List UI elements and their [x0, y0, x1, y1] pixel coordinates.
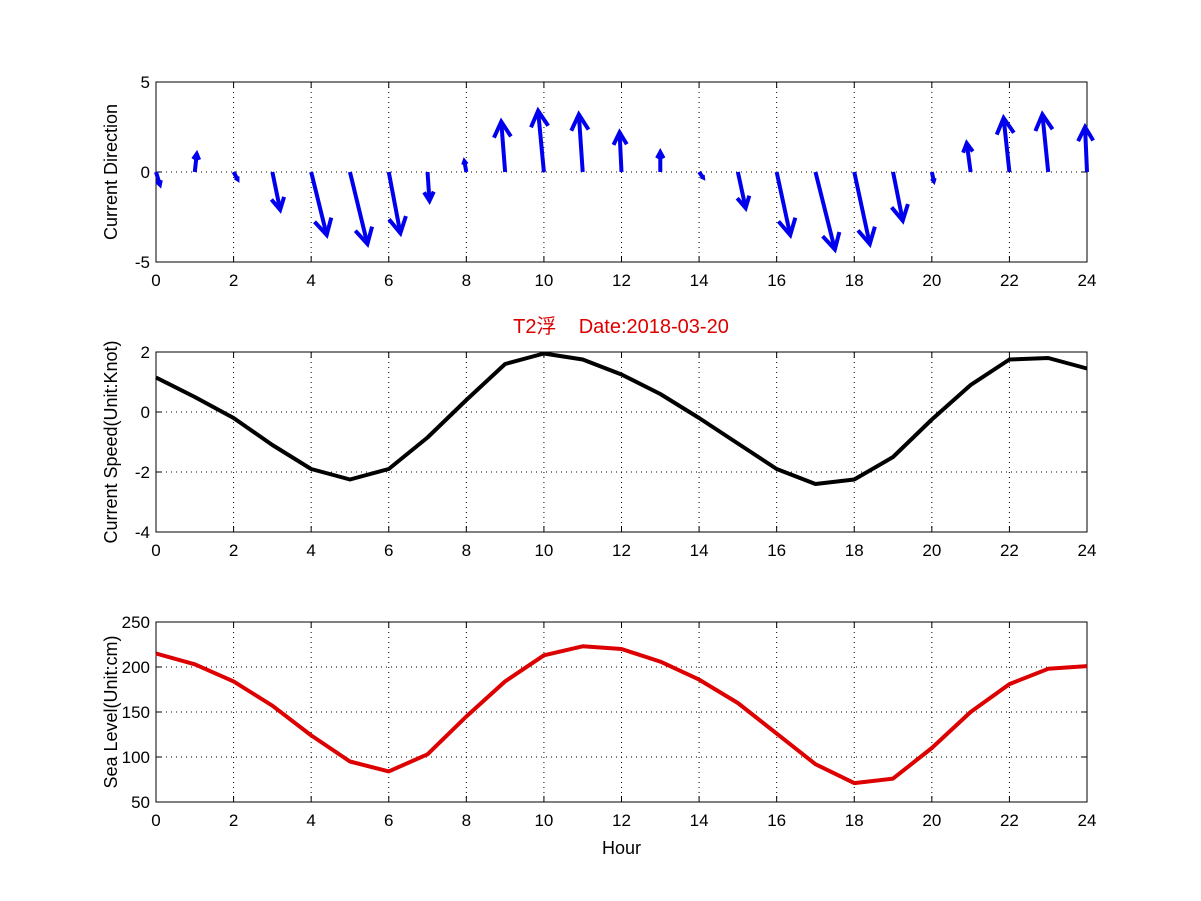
- sea-level-xtick-label: 2: [229, 811, 238, 830]
- sea-level-xtick-label: 22: [1000, 811, 1019, 830]
- direction-xtick-label: 6: [384, 271, 393, 290]
- direction-arrow: [655, 148, 666, 172]
- direction-arrow: [735, 171, 752, 213]
- sea-level-xtick-label: 6: [384, 811, 393, 830]
- direction-arrow: [422, 171, 436, 205]
- speed-xtick-label: 2: [229, 541, 238, 560]
- sea-level-series-line: [155, 644, 1088, 786]
- direction-arrow: [309, 171, 334, 240]
- direction-arrow: [569, 110, 591, 173]
- sea-level-ytick-label: 50: [131, 793, 150, 812]
- speed-xtick-label: 14: [690, 541, 709, 560]
- direction-arrow: [813, 171, 842, 254]
- direction-arrow: [461, 157, 469, 173]
- sea-level-xtick-label: 8: [462, 811, 471, 830]
- direction-arrow: [1033, 110, 1055, 173]
- speed-xtick-label: 20: [922, 541, 941, 560]
- direction-xtick-label: 4: [306, 271, 315, 290]
- direction-ytick-label: -5: [135, 253, 150, 272]
- sea-level-xtick-label: 20: [922, 811, 941, 830]
- speed-xtick-label: 8: [462, 541, 471, 560]
- direction-arrow: [154, 171, 163, 189]
- direction-ytick-label: 5: [141, 73, 150, 92]
- speed-xtick-label: 22: [1000, 541, 1019, 560]
- speed-xtick-label: 12: [612, 541, 631, 560]
- speed-ytick-label: -4: [135, 523, 150, 542]
- sea-level-xtick-label: 12: [612, 811, 631, 830]
- chart-title: T2浮 Date:2018-03-20: [513, 315, 729, 338]
- direction-arrow: [929, 171, 937, 186]
- direction-xtick-label: 20: [922, 271, 941, 290]
- sea-level-ytick-label: 200: [122, 658, 150, 677]
- speed-xtick-label: 18: [845, 541, 864, 560]
- direction-arrow: [1076, 122, 1095, 173]
- speed-ytick-label: -2: [135, 463, 150, 482]
- direction-xtick-label: 10: [534, 271, 553, 290]
- direction-arrow: [774, 171, 798, 240]
- direction-xtick-label: 22: [1000, 271, 1019, 290]
- direction-arrow: [852, 171, 877, 249]
- direction-xtick-label: 18: [845, 271, 864, 290]
- sea-level-ytick-label: 100: [122, 748, 150, 767]
- speed-xtick-label: 10: [534, 541, 553, 560]
- speed-xtick-label: 16: [767, 541, 786, 560]
- sea-level-ytick-label: 150: [122, 703, 150, 722]
- direction-xtick-label: 2: [229, 271, 238, 290]
- direction-arrow: [611, 128, 629, 173]
- sea-level-xtick-label: 10: [534, 811, 553, 830]
- direction-xtick-label: 8: [462, 271, 471, 290]
- speed-xtick-label: 4: [306, 541, 315, 560]
- speed-ylabel: Current Speed(Unit:Knot): [101, 340, 121, 543]
- direction-xtick-label: 16: [767, 271, 786, 290]
- direction-ytick-label: 0: [141, 163, 150, 182]
- sea-level-xtick-label: 18: [845, 811, 864, 830]
- direction-arrow: [348, 171, 375, 249]
- direction-arrow: [697, 170, 706, 181]
- sea-level-xlabel: Hour: [602, 838, 641, 858]
- direction-arrow: [994, 113, 1016, 173]
- direction-arrow: [890, 171, 910, 225]
- sea-level-xtick-label: 0: [151, 811, 160, 830]
- direction-ylabel: Current Direction: [101, 104, 121, 240]
- speed-series-line: [155, 351, 1088, 486]
- direction-xtick-label: 14: [690, 271, 709, 290]
- speed-xtick-label: 6: [384, 541, 393, 560]
- sea-level-xtick-label: 24: [1078, 811, 1097, 830]
- sea-level-xtick-label: 14: [690, 811, 709, 830]
- direction-xtick-label: 12: [612, 271, 631, 290]
- speed-xtick-label: 24: [1078, 541, 1097, 560]
- sea-level-xtick-label: 16: [767, 811, 786, 830]
- speed-ytick-label: 0: [141, 403, 150, 422]
- direction-xtick-label: 24: [1078, 271, 1097, 290]
- direction-arrow: [492, 117, 513, 173]
- sea-level-ytick-label: 250: [122, 613, 150, 632]
- direction-arrow: [529, 106, 550, 173]
- speed-xtick-label: 0: [151, 541, 160, 560]
- direction-arrow: [231, 171, 240, 183]
- direction-arrow: [961, 139, 975, 173]
- sea-level-ylabel: Sea Level(Unit:cm): [101, 635, 121, 788]
- direction-xtick-label: 0: [151, 271, 160, 290]
- direction-arrow: [191, 149, 202, 173]
- direction-arrow: [386, 171, 408, 238]
- sea-level-xtick-label: 4: [306, 811, 315, 830]
- direction-arrow: [269, 171, 287, 214]
- speed-ytick-label: 2: [141, 343, 150, 362]
